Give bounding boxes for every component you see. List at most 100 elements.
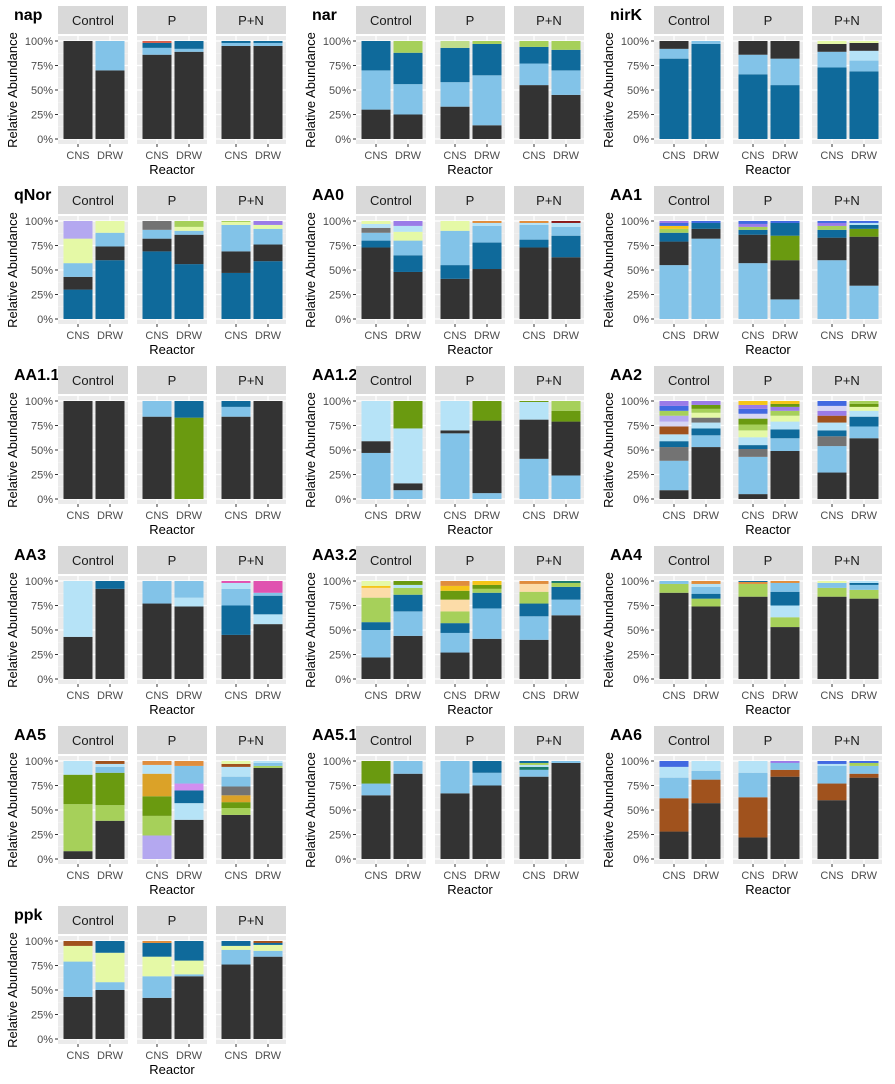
x-tick-label: CNS (662, 510, 685, 522)
bar-segment (253, 41, 283, 43)
y-axis-label: Relative Abundance (5, 212, 20, 328)
bar-segment (440, 41, 470, 48)
bar-segment (95, 772, 125, 806)
bar-segment (691, 408, 721, 413)
bar-segment (174, 790, 204, 804)
bar-cns (63, 581, 93, 679)
bar-segment (519, 764, 549, 767)
y-tick-label: 75% (31, 61, 53, 73)
x-tick-label: CNS (522, 150, 545, 162)
bar-segment (361, 441, 391, 453)
y-tick-label: 75% (329, 781, 351, 793)
bar-segment (95, 805, 125, 821)
bar-drw (174, 401, 204, 499)
x-tick-label: CNS (145, 150, 168, 162)
bar-segment (551, 410, 581, 422)
x-tick-label: CNS (224, 690, 247, 702)
bar-cns (817, 221, 847, 319)
bar-segment (770, 617, 800, 628)
bar-segment (253, 401, 283, 499)
bar-segment (770, 761, 800, 763)
bar-segment (659, 228, 689, 233)
y-tick-label: 0% (335, 854, 351, 866)
y-tick-label: 50% (329, 265, 351, 277)
y-tick-label: 75% (329, 421, 351, 433)
bar-segment (361, 452, 391, 499)
x-tick-label: DRW (255, 870, 282, 882)
bar-segment (63, 804, 93, 852)
bar-segment (174, 606, 204, 679)
facet-strip (812, 546, 882, 574)
x-tick-label: CNS (66, 510, 89, 522)
facet-label: Control (668, 373, 710, 388)
bar-segment (659, 761, 689, 767)
bar-segment (142, 401, 172, 417)
bar-segment (472, 225, 502, 243)
bar-segment (472, 221, 502, 223)
y-tick-label: 75% (627, 601, 649, 613)
bar-segment (393, 581, 423, 585)
bar-segment (817, 410, 847, 416)
bar-segment (174, 264, 204, 319)
x-tick-label: DRW (474, 870, 501, 882)
facet-strip (654, 366, 724, 394)
bar-segment (221, 221, 251, 225)
bar-cns (519, 581, 549, 679)
bar-drw (95, 941, 125, 1039)
facet-strip (435, 366, 505, 394)
bar-segment (221, 582, 251, 589)
bar-segment (770, 401, 800, 404)
bar-drw (770, 401, 800, 499)
facet-strip (435, 546, 505, 574)
bar-segment (253, 761, 283, 763)
x-axis-label: Reactor (745, 882, 791, 897)
bar-cns (221, 941, 251, 1039)
bar-segment (817, 430, 847, 437)
bar-segment (519, 639, 549, 679)
facet-label: P (466, 733, 475, 748)
bar-segment (63, 401, 93, 499)
x-axis-label: Reactor (745, 162, 791, 177)
x-tick-label: DRW (851, 150, 878, 162)
facet-label: Control (668, 13, 710, 28)
x-axis-label: Reactor (149, 702, 195, 717)
bar-segment (659, 592, 689, 679)
y-tick-label: 0% (633, 134, 649, 146)
bar-segment (221, 581, 251, 583)
facet-label: P+N (834, 553, 860, 568)
bar-drw (770, 41, 800, 139)
bar-cns (221, 401, 251, 499)
bar-segment (691, 401, 721, 405)
bar-cns (659, 761, 689, 859)
panel-aa1-1: AA1.1 Relative Abundance 0% 25% 50% 75% 100% Co… (5, 366, 286, 537)
bar-cns (142, 221, 172, 319)
facet-strip (514, 546, 584, 574)
bar-segment (63, 945, 93, 962)
bar-cns (817, 761, 847, 859)
bar-drw (253, 761, 283, 859)
bar-segment (817, 436, 847, 447)
bar-segment (738, 41, 768, 55)
bar-segment (817, 222, 847, 226)
bar-segment (817, 800, 847, 859)
bar-segment (361, 70, 391, 110)
bar-segment (440, 230, 470, 266)
bar-segment (221, 221, 251, 222)
bar-segment (361, 223, 391, 228)
bar-drw (691, 761, 721, 859)
x-tick-label: CNS (741, 330, 764, 342)
y-tick-label: 25% (329, 650, 351, 662)
bar-segment (440, 401, 470, 431)
bar-segment (361, 240, 391, 248)
bar-segment (519, 41, 549, 47)
bar-segment (817, 237, 847, 261)
bar-segment (691, 238, 721, 319)
y-tick-label: 25% (31, 290, 53, 302)
bar-drw (551, 401, 581, 499)
bar-segment (770, 421, 800, 430)
bar-segment (221, 949, 251, 965)
bar-segment (95, 990, 125, 1039)
bar-segment (817, 225, 847, 230)
bar-segment (393, 114, 423, 139)
facet-strip (654, 726, 724, 754)
